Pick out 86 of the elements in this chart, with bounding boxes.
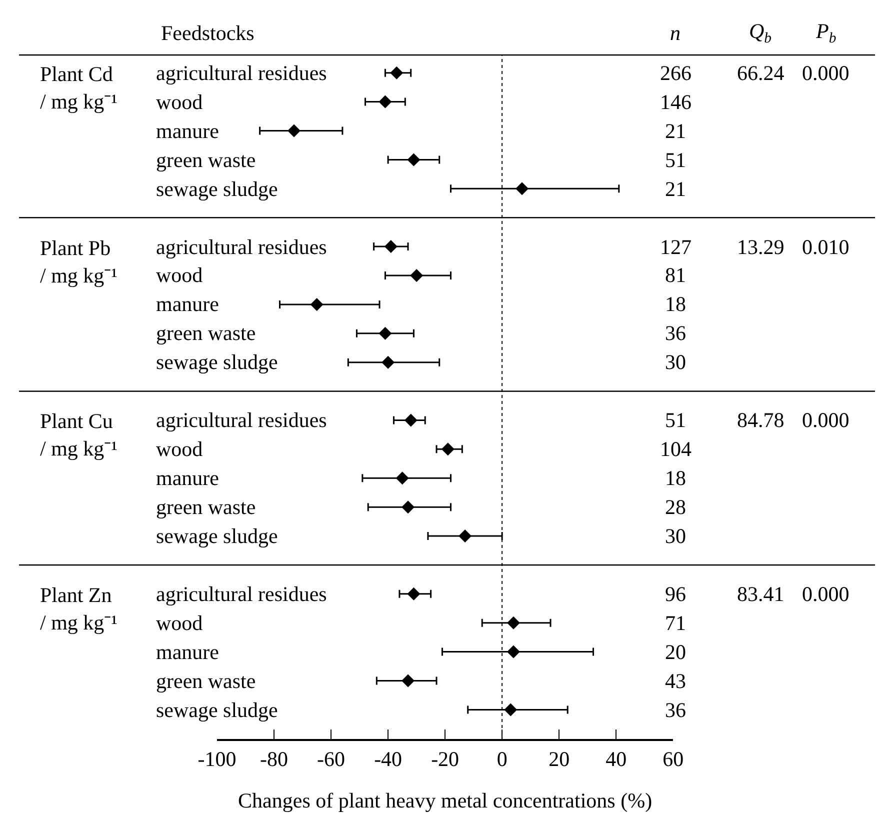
point	[441, 442, 454, 456]
x-tick-label: -100	[198, 746, 236, 771]
y-tick-label: agricultural residues	[156, 408, 327, 432]
point	[378, 326, 392, 340]
y-tick-label: manure	[156, 119, 219, 143]
annotation: 21	[665, 177, 686, 201]
text: 0.000	[802, 408, 850, 432]
text: Plant Cu / mg kg⁻¹	[40, 409, 118, 460]
point	[458, 530, 472, 543]
annotation: 81	[665, 263, 686, 287]
point	[378, 95, 392, 108]
y-tick-label: agricultural residues	[156, 61, 327, 85]
text: Q$_{b}$	[749, 19, 772, 46]
x-axis-title: Changes of plant heavy metal concentrations (%)	[238, 788, 652, 813]
point	[384, 240, 398, 254]
y-tick-label: green waste	[156, 495, 256, 519]
y-tick-label: green waste	[156, 321, 256, 345]
x-tick-label: 0	[496, 746, 508, 771]
y-axis-title: Feedstocks	[161, 21, 254, 45]
point	[506, 645, 520, 658]
y-tick-label: agricultural residues	[156, 235, 327, 259]
point	[504, 703, 518, 716]
x-tick-label: 60	[662, 746, 684, 771]
y-tick-label: green waste	[156, 669, 256, 693]
text: Plant Zn / mg kg⁻¹	[40, 583, 118, 634]
annotation: 30	[665, 350, 686, 374]
y-tick-label: manure	[156, 466, 219, 490]
annotation: 127	[660, 235, 692, 259]
y-tick-label: sewage sludge	[156, 524, 278, 548]
y-tick-label: sewage sludge	[156, 350, 278, 374]
point	[396, 472, 409, 485]
point	[382, 356, 395, 369]
y-tick-label: wood	[156, 263, 204, 287]
annotation: 36	[665, 321, 686, 345]
text: 84.78	[737, 408, 784, 432]
annotation: 266	[660, 61, 692, 85]
annotation: 20	[665, 640, 686, 664]
annotation: 71	[665, 611, 686, 635]
x-tick-label: -80	[260, 746, 288, 771]
text: 0.000	[802, 61, 850, 85]
y-tick-label: sewage sludge	[156, 177, 278, 201]
point	[390, 66, 404, 80]
annotation: 18	[665, 466, 686, 490]
annotation: 18	[665, 292, 686, 316]
text: 66.24	[737, 61, 785, 85]
text: Plant Cd / mg kg⁻¹	[40, 62, 118, 114]
y-tick-label: agricultural residues	[156, 582, 327, 606]
annotation: 51	[665, 408, 686, 432]
point	[410, 268, 424, 282]
annotation: 43	[665, 669, 686, 693]
annotation: 36	[665, 698, 686, 722]
text: 83.41	[737, 582, 784, 606]
point	[516, 182, 529, 196]
annotation: 30	[665, 524, 686, 548]
annotation: 104	[660, 437, 692, 461]
text: 13.29	[737, 235, 784, 259]
y-tick-label: wood	[156, 437, 204, 461]
point	[288, 124, 301, 138]
x-tick-label: 40	[606, 746, 627, 771]
y-tick-label: manure	[156, 292, 219, 316]
y-tick-label: wood	[156, 611, 204, 635]
point	[407, 153, 420, 166]
annotation: 21	[665, 119, 686, 143]
annotation: 96	[665, 582, 686, 606]
y-tick-label: sewage sludge	[156, 698, 278, 722]
text: 0.010	[802, 235, 850, 259]
annotation: 28	[665, 495, 686, 519]
y-tick-label: manure	[156, 640, 219, 664]
x-tick-label: -40	[374, 746, 402, 771]
x-tick-label: 20	[548, 746, 570, 771]
annotation: 146	[660, 90, 692, 114]
x-tick-label: -60	[317, 746, 346, 771]
y-tick-label: wood	[156, 90, 204, 114]
text: 0.000	[802, 582, 850, 606]
text: Plant Pb / mg kg⁻¹	[40, 236, 118, 288]
point	[402, 674, 415, 688]
point	[404, 414, 418, 427]
x-tick-label: -20	[431, 746, 460, 771]
text: P$_{b}$	[815, 19, 836, 46]
annotation: 51	[665, 148, 686, 172]
y-tick-label: green waste	[156, 148, 256, 172]
point	[402, 500, 415, 514]
point	[407, 587, 420, 600]
point	[506, 616, 520, 630]
text: n	[670, 21, 680, 45]
point	[310, 298, 324, 311]
